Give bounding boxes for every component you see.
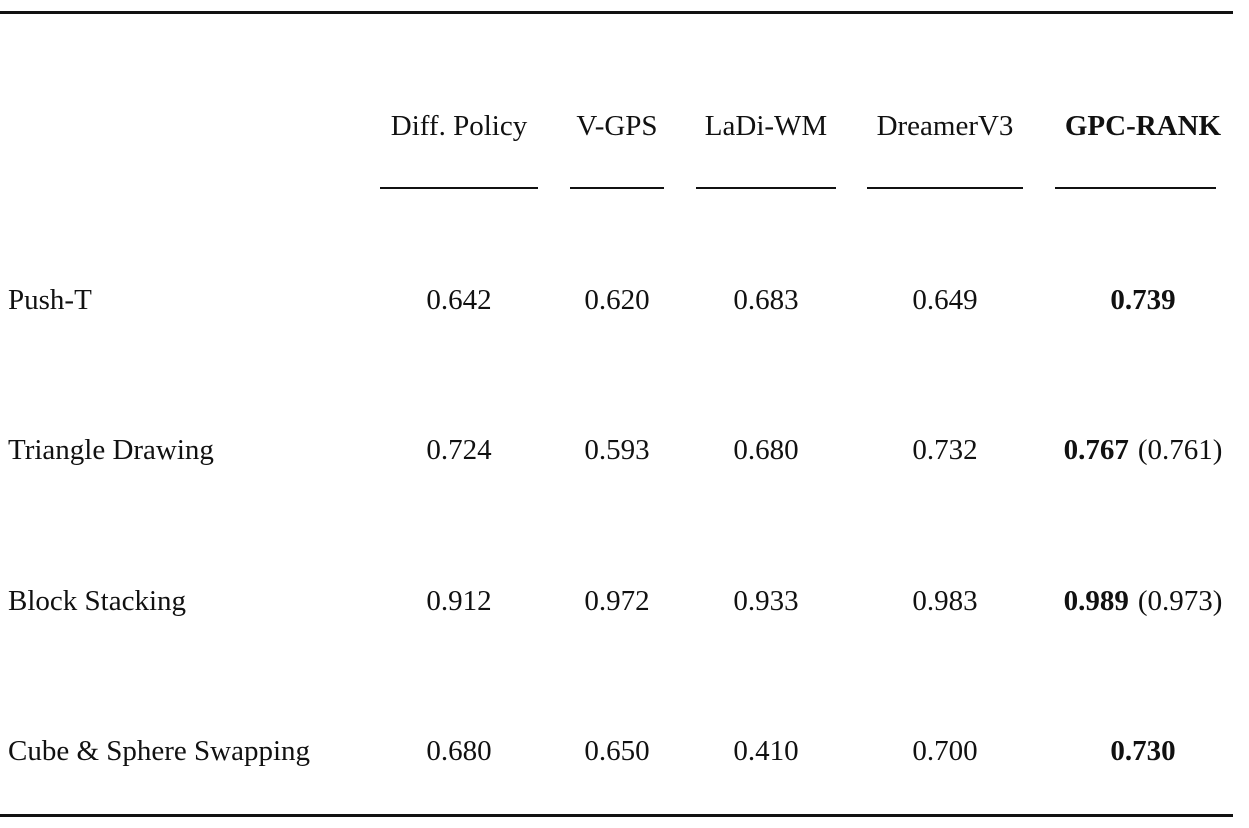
value-cell: 0.972 [584, 585, 650, 617]
col-header-gpc-rank: GPC-RANK [1064, 110, 1222, 142]
best-value-cell: 0.739 [1048, 280, 1238, 320]
best-value-cell: 0.730 [1048, 731, 1238, 771]
value-cell: 0.649 [912, 284, 978, 316]
value-cell: 0.620 [584, 284, 650, 316]
best-value: 0.739 [1110, 284, 1176, 316]
value-cell: 0.724 [426, 434, 492, 466]
value-cell: 0.680 [733, 434, 799, 466]
value-cell: 0.732 [912, 434, 978, 466]
value-cell: 0.912 [426, 585, 492, 617]
value-cell: 0.700 [912, 735, 978, 767]
col-header-diff-policy: Diff. Policy [390, 110, 528, 142]
table-row: Push-T 0.642 0.620 0.683 0.649 0.739 [0, 280, 1249, 320]
header-underline [696, 187, 836, 189]
header-underline [380, 187, 538, 189]
value-cell: 0.642 [426, 284, 492, 316]
value-cell: 0.650 [584, 735, 650, 767]
col-header-ladi-wm: LaDi-WM [704, 110, 828, 142]
best-value: 0.730 [1110, 735, 1176, 767]
best-value-cell: 0.767 (0.761) [1048, 430, 1238, 470]
bottom-rule [0, 814, 1233, 817]
best-value: 0.989 [1063, 585, 1129, 617]
header-underline [570, 187, 664, 189]
header-underline [1055, 187, 1216, 189]
task-label: Cube & Sphere Swapping [8, 735, 311, 767]
value-cell: 0.680 [426, 735, 492, 767]
value-cell: 0.593 [584, 434, 650, 466]
header-underline [867, 187, 1023, 189]
task-label: Push-T [8, 284, 92, 316]
best-value: 0.767 [1063, 434, 1129, 466]
value-cell: 0.983 [912, 585, 978, 617]
value-cell: 0.933 [733, 585, 799, 617]
table-row: Block Stacking 0.912 0.972 0.933 0.983 0… [0, 581, 1249, 621]
alt-value: (0.973) [1137, 585, 1223, 617]
alt-value: (0.761) [1137, 434, 1223, 466]
best-value-cell: 0.989 (0.973) [1048, 581, 1238, 621]
value-cell: 0.410 [733, 735, 799, 767]
top-rule [0, 11, 1233, 14]
table-row: Triangle Drawing 0.724 0.593 0.680 0.732… [0, 430, 1249, 470]
task-label: Triangle Drawing [8, 434, 214, 466]
col-header-dreamerv3: DreamerV3 [876, 110, 1014, 142]
value-cell: 0.683 [733, 284, 799, 316]
col-header-v-gps: V-GPS [576, 110, 658, 142]
task-label: Block Stacking [8, 585, 187, 617]
table-row: Cube & Sphere Swapping 0.680 0.650 0.410… [0, 731, 1249, 771]
